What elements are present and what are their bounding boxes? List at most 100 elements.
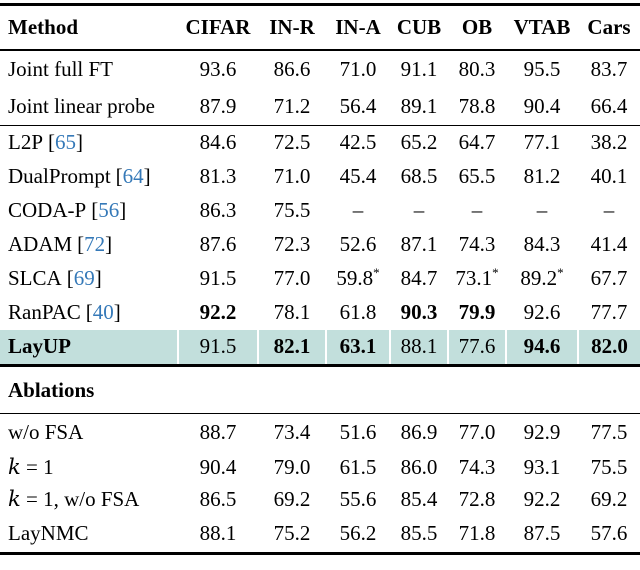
method-name: RanPAC: [8, 300, 81, 324]
citation-link[interactable]: 69: [73, 266, 95, 290]
citation-bracket: ]: [143, 164, 151, 188]
table-cell: –: [536, 198, 548, 222]
citation-bracket: [: [66, 266, 74, 290]
table-row-joint-full-ft: Joint full FT 93.6 86.6 71.0 91.1 80.3 9…: [0, 50, 640, 88]
table-cell: 94.6: [505, 329, 578, 366]
citation-bracket: ]: [76, 130, 84, 155]
section-joint-baselines: Joint full FT 93.6 86.6 71.0 91.1 80.3 9…: [0, 50, 640, 126]
table-cell: 79.9: [458, 300, 496, 324]
table-row-k1: k = 1 90.4 79.0 61.5 86.0 74.3 93.1 75.5: [0, 452, 640, 484]
table-cell: 82.1: [257, 329, 326, 366]
table-cell: 55.6: [339, 487, 377, 511]
table-cell: 78.1: [273, 300, 311, 324]
ablations-section-title: Ablations: [8, 377, 95, 402]
table-cell: 38.2: [590, 130, 628, 155]
method-name: = 1, w/o FSA: [20, 487, 140, 511]
citation-link[interactable]: 72: [84, 232, 106, 256]
method-name: SLCA: [8, 266, 62, 290]
column-header-vtab: VTAB: [506, 4, 578, 51]
citation: [40]: [86, 300, 121, 324]
table-cell: 90.3: [400, 300, 438, 324]
citation: [72]: [77, 232, 112, 256]
table-cell: 90.4: [523, 93, 561, 118]
math-variable: k: [8, 455, 21, 479]
table-cell: 72.8: [458, 487, 496, 511]
citation-link[interactable]: 56: [98, 198, 120, 222]
table-cell: 80.3: [458, 56, 496, 81]
table-cell: 84.6: [199, 130, 237, 155]
table-cell: 61.5: [339, 455, 377, 479]
table-cell: 84.3: [523, 232, 561, 256]
citation-bracket: [: [91, 198, 99, 222]
table-cell: 86.6: [273, 56, 311, 81]
table-cell: 56.4: [339, 93, 377, 118]
table-cell: 91.5: [199, 266, 237, 290]
table-cell: 91.5: [177, 329, 258, 366]
table-cell: 71.8: [458, 521, 496, 546]
table-cell: 75.2: [273, 521, 311, 546]
table-cell: 88.7: [199, 420, 237, 445]
table-row-wo-fsa: w/o FSA 88.7 73.4 51.6 86.9 77.0 92.9 77…: [0, 414, 640, 452]
citation-bracket: ]: [105, 232, 113, 256]
table-cell: 88.1: [389, 329, 448, 366]
citation: [64]: [116, 164, 151, 188]
column-header-in-r: IN-R: [258, 4, 326, 51]
table-cell: 40.1: [590, 164, 628, 188]
table-row-k1-wo-fsa: k = 1, w/o FSA 86.5 69.2 55.6 85.4 72.8 …: [0, 484, 640, 516]
citation: [56]: [91, 198, 126, 222]
table-cell: 86.9: [400, 420, 438, 445]
table-cell: 87.1: [400, 232, 438, 256]
table-cell: 89.1: [400, 93, 438, 118]
column-header-cifar: CIFAR: [178, 4, 258, 51]
table-cell: 71.2: [273, 93, 311, 118]
method-label: ADAM [72]: [0, 228, 178, 262]
table-cell: 51.6: [339, 420, 377, 445]
table-cell: 56.2: [339, 521, 377, 546]
citation-bracket: [: [48, 130, 56, 155]
citation-link[interactable]: 64: [122, 164, 144, 188]
citation-bracket: [: [85, 300, 93, 324]
cell-value: 89.2: [520, 266, 558, 290]
table-row-coda-p: CODA-P [56] 86.3 75.5 – – – – –: [0, 194, 640, 228]
table-row-layup-highlighted: LayUP 91.5 82.1 63.1 88.1 77.6 94.6 82.0: [0, 329, 640, 366]
table-cell: 92.6: [523, 300, 561, 324]
table-cell: –: [471, 198, 483, 222]
citation-bracket: ]: [113, 300, 121, 324]
citation-link[interactable]: 40: [92, 300, 114, 324]
header-row: Method CIFAR IN-R IN-A CUB OB VTAB Cars: [0, 4, 640, 51]
table-cell: 87.5: [523, 521, 561, 546]
table-row-laynmc: LayNMC 88.1 75.2 56.2 85.5 71.8 87.5 57.…: [0, 516, 640, 554]
cell-value: 73.1: [455, 266, 493, 290]
citation: [65]: [48, 130, 83, 154]
table-cell: 66.4: [590, 93, 628, 118]
citation-link[interactable]: 65: [55, 130, 77, 155]
table-cell: 67.7: [590, 266, 628, 290]
table-cell: 42.5: [339, 130, 377, 155]
citation: [69]: [67, 266, 102, 290]
table-cell: 79.0: [273, 455, 311, 479]
method-label: w/o FSA: [8, 420, 84, 445]
method-name: ADAM: [8, 232, 73, 256]
table-cell: 95.5: [523, 56, 561, 81]
table-row-l2p: L2P [65] 84.6 72.5 42.5 65.2 64.7 77.1 38…: [0, 126, 640, 160]
table-cell: 90.4: [199, 455, 237, 479]
table-cell: 68.5: [400, 164, 438, 188]
table-cell: 91.1: [400, 56, 438, 81]
table-cell: 75.5: [590, 455, 628, 479]
table-cell: 65.2: [400, 130, 438, 155]
table-cell: 71.0: [273, 164, 311, 188]
citation-bracket: [: [115, 164, 123, 188]
method-label: SLCA [69]: [0, 262, 178, 296]
table-cell: 74.3: [458, 232, 496, 256]
table-cell: 92.2: [199, 300, 237, 324]
method-label: LayNMC: [8, 521, 89, 546]
table-cell: 86.3: [199, 198, 237, 222]
table-cell: 92.9: [523, 420, 561, 445]
math-variable: k: [8, 487, 21, 511]
table-cell: 72.3: [273, 232, 311, 256]
table-cell: –: [352, 198, 364, 222]
table-cell: 84.7: [400, 266, 438, 290]
table-cell: 73.4: [273, 420, 311, 445]
table-cell: 93.6: [199, 56, 237, 81]
method-name: DualPrompt: [8, 164, 111, 188]
